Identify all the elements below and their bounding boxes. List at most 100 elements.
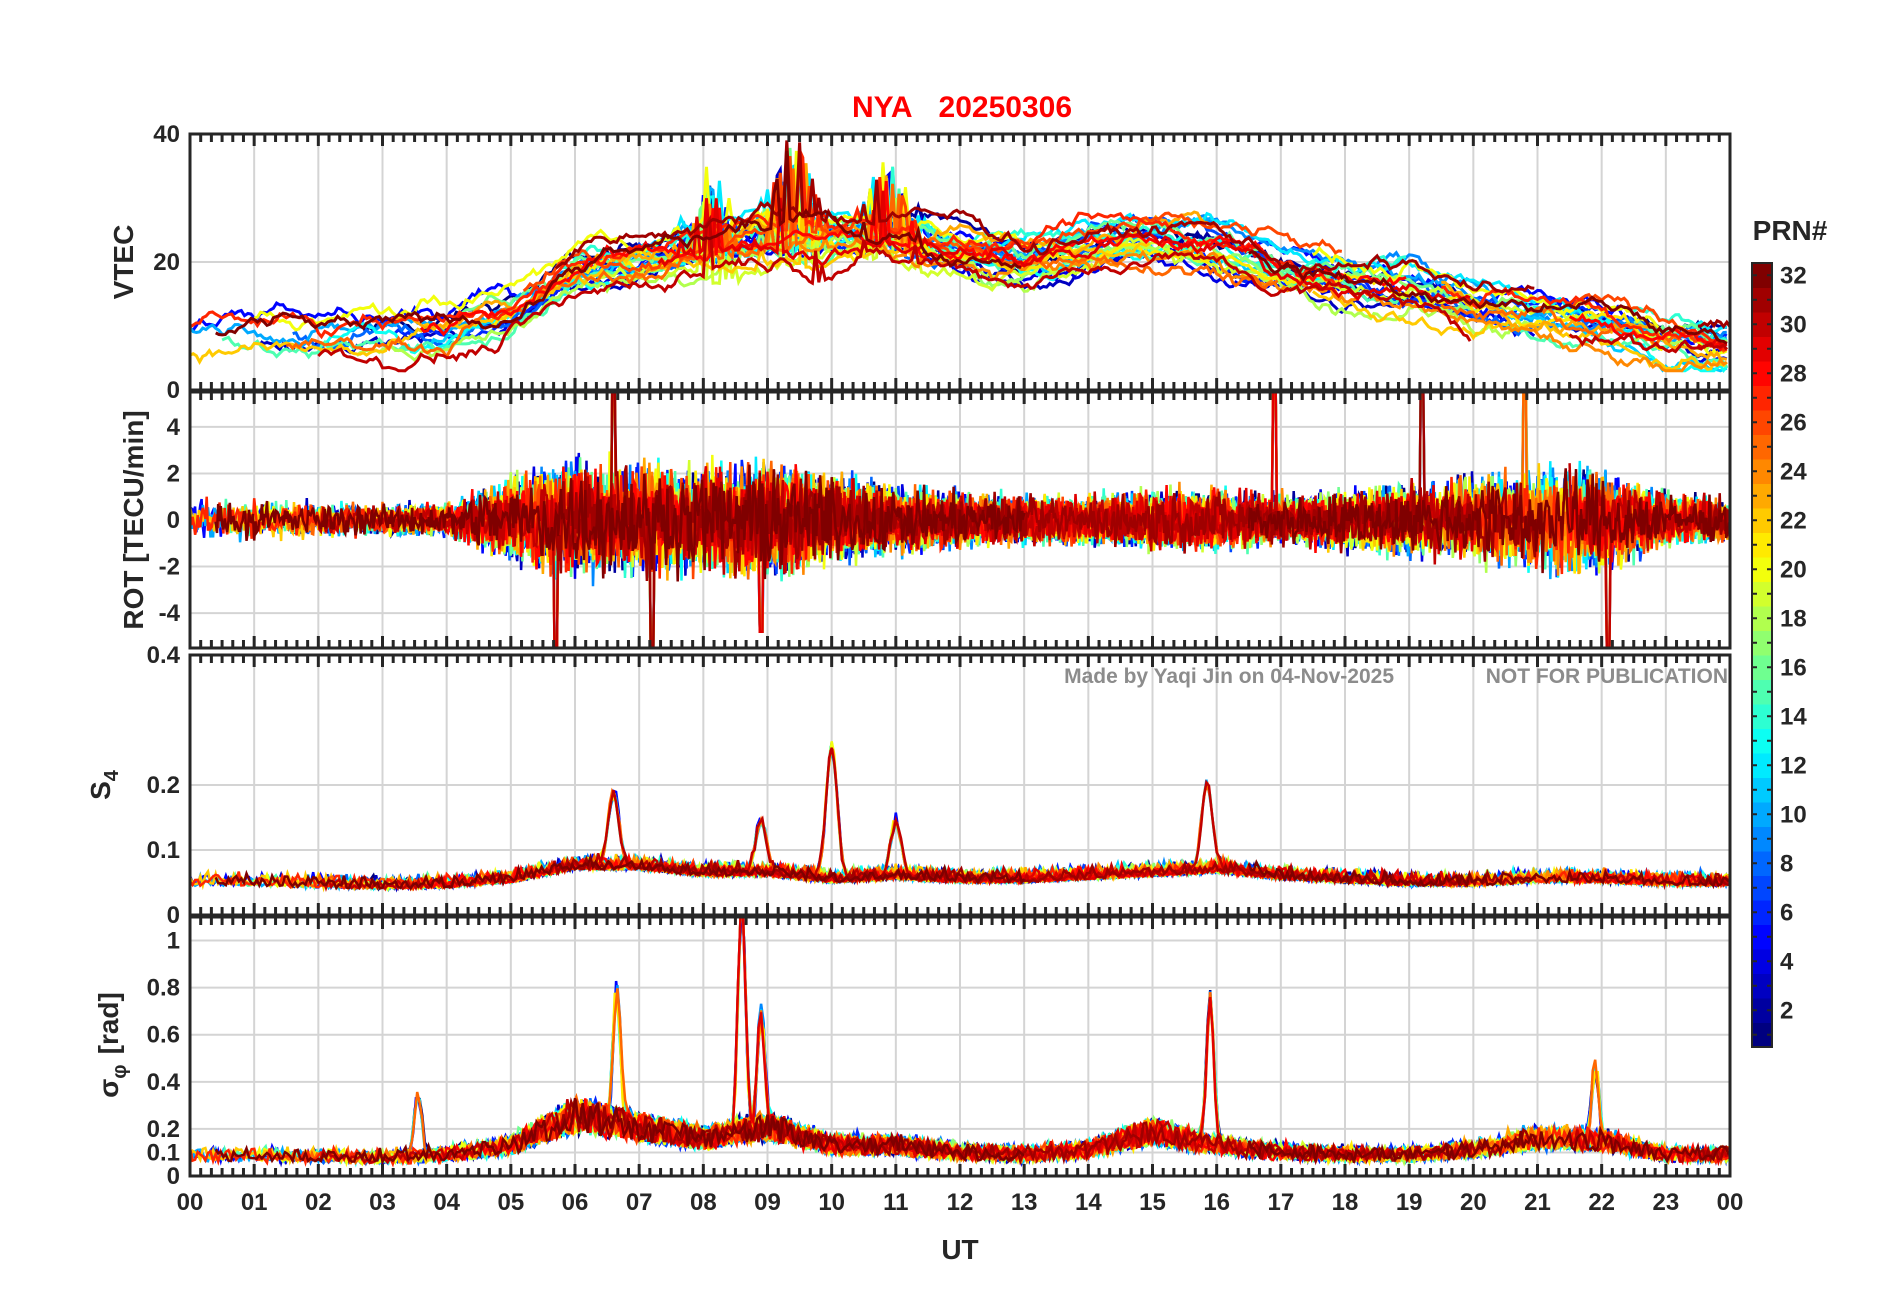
colorbar-tick-label: 24 [1780, 458, 1807, 485]
sigphi-line-prn-17 [696, 917, 1538, 1165]
colorbar-swatches [1751, 262, 1773, 1048]
colorbar-swatch [1752, 826, 1772, 852]
colorbar-swatch [1752, 459, 1772, 484]
colorbar-swatch [1752, 287, 1772, 313]
vtec-line-prn-28 [1568, 312, 1728, 352]
sigphi-panel: 00.10.2 0.4 0.6 0.8 1 00 01 02 03 04 05 06 07 08 09 10… [93, 915, 1744, 1265]
s4-ylabel-sub: 4 [101, 769, 123, 781]
colorbar-swatch [1752, 949, 1772, 974]
sigphi-ytick-label: 0 [167, 1163, 180, 1190]
rot-ytick-label: -2 [159, 554, 180, 581]
x-tick-label: 22 [1588, 1189, 1615, 1216]
s4-ylabel-main: S [85, 781, 116, 800]
colorbar-swatch [1752, 875, 1772, 901]
colorbar-tick-label: 22 [1780, 507, 1807, 534]
x-tick-label: 05 [497, 1189, 524, 1216]
x-tick-label: 20 [1460, 1189, 1487, 1216]
colorbar-swatch [1752, 581, 1772, 607]
x-tick-label: 19 [1396, 1189, 1423, 1216]
x-tick-label: 17 [1267, 1189, 1294, 1216]
colorbar-tick-label: 20 [1780, 556, 1807, 583]
sigphi-line-prn-13 [324, 917, 1345, 1168]
colorbar-tick-label: 18 [1780, 605, 1807, 632]
x-tick-label: 23 [1652, 1189, 1679, 1216]
sigphi-ytick-label: 0.1 [147, 1139, 180, 1166]
x-tick-label: 03 [369, 1189, 396, 1216]
sigphi-lines [190, 917, 1730, 1168]
colorbar-swatch [1752, 410, 1772, 435]
sigphi-line-prn-31 [554, 1097, 1538, 1166]
x-tick-label: 13 [1011, 1189, 1038, 1216]
x-tick-label: 18 [1332, 1189, 1359, 1216]
colorbar-swatch [1752, 924, 1772, 950]
colorbar-box [1751, 262, 1773, 1048]
colorbar-tick-label: 8 [1780, 850, 1793, 877]
colorbar-swatch [1752, 973, 1772, 999]
vtec-ytick-label: 0 [167, 377, 180, 404]
colorbar-swatch [1752, 655, 1772, 680]
sigphi-ylabel: σφ [rad] [93, 992, 131, 1098]
colorbar-swatch [1752, 336, 1772, 362]
rot-lines [190, 392, 1730, 648]
vtec-line-prn-29 [657, 190, 1471, 305]
vtec-ytick-label: 20 [153, 249, 180, 276]
colorbar-swatch [1752, 557, 1772, 582]
rot-ytick-label: 4 [167, 414, 181, 441]
colorbar-tick-label: 26 [1780, 409, 1807, 436]
s4-line-prn-32 [1247, 859, 1730, 888]
x-axis-label: UT [941, 1234, 978, 1265]
vtec-ytick-label: 40 [153, 121, 180, 148]
colorbar-swatch [1752, 851, 1772, 876]
x-tick-label: 10 [818, 1189, 845, 1216]
vtec-line-prn-20 [1312, 245, 1728, 357]
vtec-ylabel: VTEC [108, 225, 139, 300]
s4-ytick-label: 0.1 [147, 837, 180, 864]
sigphi-ytick-label: 0.6 [147, 1022, 180, 1049]
vtec-frame [188, 132, 1732, 392]
colorbar-swatch [1752, 483, 1772, 509]
sigphi-line-prn-1 [362, 917, 1410, 1167]
x-tick-label: 16 [1203, 1189, 1230, 1216]
sigphi-line-prn-32 [1247, 1125, 1730, 1164]
s4-ytick-label: 0.4 [147, 642, 181, 669]
sigphi-yticks: 00.10.2 0.4 0.6 0.8 1 [147, 928, 181, 1190]
watermark-notice: NOT FOR PUBLICATION [1486, 665, 1728, 688]
colorbar-tick-label: 14 [1780, 703, 1807, 730]
vtec-line-prn-31 [1697, 318, 1730, 330]
x-tick-label: 09 [754, 1189, 781, 1216]
colorbar-tick-label: 6 [1780, 899, 1793, 926]
x-tick-label: 00 [177, 1189, 204, 1216]
vtec-line-prn-32 [1248, 250, 1728, 345]
colorbar-swatch [1752, 777, 1772, 803]
vtec-line-prn-27 [190, 146, 1343, 340]
sigphi-xticks: 00 01 02 03 04 05 06 07 08 09 10 11 12 13 14 15 16 17 18 19… [177, 1189, 1744, 1216]
colorbar-swatch [1752, 679, 1772, 705]
x-tick-label: 08 [690, 1189, 717, 1216]
colorbar-swatch [1752, 263, 1772, 288]
colorbar-swatch [1752, 1022, 1772, 1048]
colorbar-swatch [1752, 532, 1772, 558]
watermark-author: Made by Yaqi Jin on 04-Nov-2025 [1064, 665, 1394, 688]
sigphi-ytick-label: 1 [167, 928, 180, 955]
colorbar-swatch [1752, 385, 1772, 411]
vtec-lines [190, 140, 1730, 373]
vtec-yticks: 0 20 40 [153, 121, 180, 404]
colorbar-swatch [1752, 361, 1772, 386]
x-tick-label: 06 [562, 1189, 589, 1216]
s4-lines [190, 741, 1730, 893]
figure-title: NYA 20250306 [852, 91, 1072, 124]
colorbar-tick-label: 10 [1780, 801, 1807, 828]
s4-line-prn-31 [554, 853, 1537, 889]
x-tick-label: 12 [947, 1189, 974, 1216]
x-tick-label: 07 [626, 1189, 653, 1216]
station-name: NYA [852, 91, 913, 124]
sigphi-ylabel-unit: [rad] [93, 992, 124, 1054]
colorbar-tick-label: 12 [1780, 752, 1807, 779]
sigphi-line-prn-32 [214, 1098, 1025, 1167]
sigphi-frame [188, 915, 1732, 1178]
rot-ytick-label: -4 [159, 600, 181, 627]
s4-yticks: 0 0.1 0.2 0.4 [147, 642, 181, 929]
vtec-line-prn-30 [1568, 333, 1728, 354]
x-tick-label: 11 [883, 1189, 908, 1216]
